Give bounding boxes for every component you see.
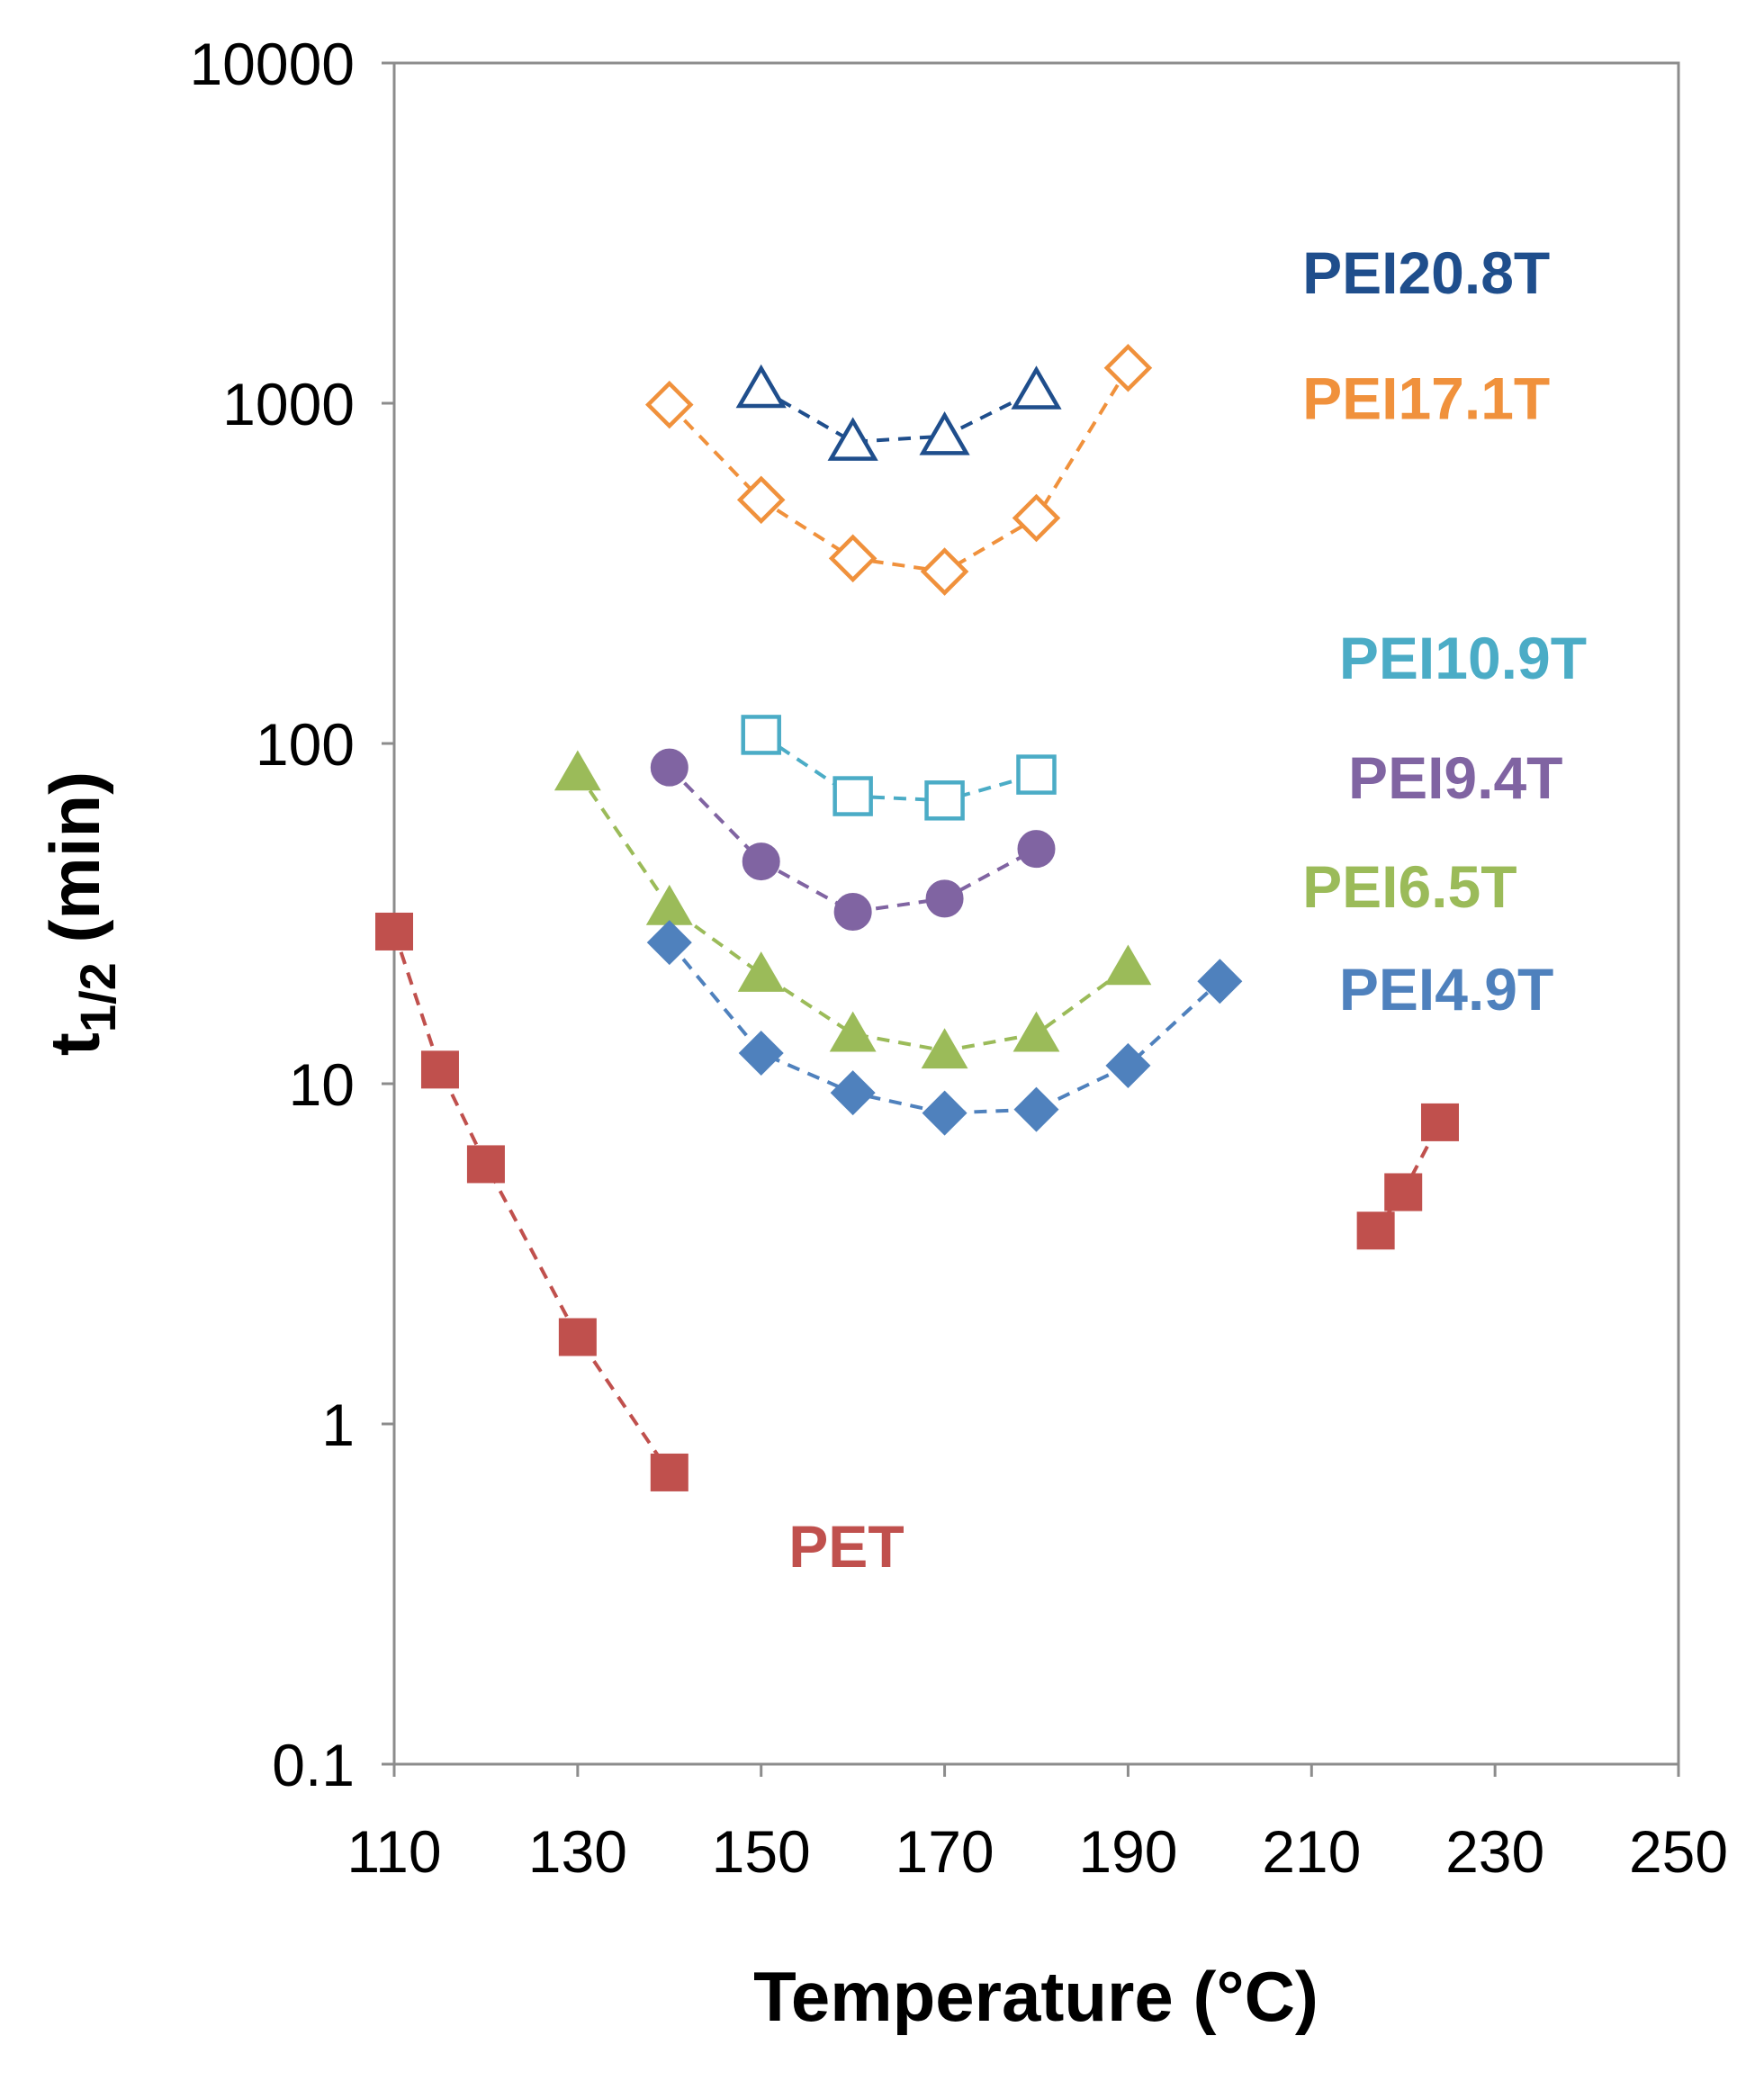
y-tick-label: 0.1 <box>272 1732 355 1798</box>
y-axis-title-subscript: 1/2 <box>69 962 126 1032</box>
data-point-pei4-9t <box>738 1031 784 1077</box>
data-point-pei17-1t <box>1012 493 1061 543</box>
data-point-pei9-4t <box>833 893 872 932</box>
data-point-pei20-8t <box>919 411 970 455</box>
y-tick-label: 1 <box>321 1392 355 1458</box>
series-line-pei20-8t <box>760 387 1038 444</box>
series-pei10-9t <box>741 715 1057 821</box>
data-point-pet <box>420 1050 459 1089</box>
data-point-pei17-1t <box>920 547 969 596</box>
data-point-pei6-5t <box>737 951 785 992</box>
data-point-pei9-4t <box>925 879 964 918</box>
data-point-pet <box>1356 1212 1395 1250</box>
x-tick-label: 250 <box>1629 1818 1728 1885</box>
data-point-pei10-9t <box>924 780 965 821</box>
data-point-pei17-1t <box>1103 343 1153 392</box>
y-axis-ticks: 0.1 1 10 100 1000 10000 <box>189 31 394 1798</box>
x-axis-title: Temperature (°C) <box>753 1957 1318 2036</box>
y-tick-label: 100 <box>256 711 355 778</box>
y-tick-label: 10000 <box>189 31 355 97</box>
data-point-pet <box>558 1318 597 1356</box>
data-point-pei6-5t <box>1012 1011 1060 1052</box>
series-layer <box>375 343 1459 1491</box>
series-pet <box>375 912 1459 1491</box>
x-tick-label: 150 <box>712 1818 811 1885</box>
data-point-pei6-5t <box>554 750 601 791</box>
series-line-pei9-4t <box>668 766 1038 914</box>
x-tick-label: 210 <box>1262 1818 1361 1885</box>
x-tick-label: 230 <box>1445 1818 1544 1885</box>
data-point-pei4-9t <box>1197 959 1243 1004</box>
series-pei20-8t <box>735 364 1062 461</box>
series-label-pei9-4t: PEI9.4T <box>1348 744 1562 811</box>
data-point-pei6-5t <box>1104 944 1152 986</box>
x-axis-ticks: 110 130 150 170 190 210 230 250 <box>346 1764 1728 1885</box>
series-line-pet <box>392 931 671 1474</box>
series-pei17-1t <box>645 343 1153 596</box>
series-label-pei20-8t: PEI20.8T <box>1302 239 1550 306</box>
series-pei6-5t <box>554 750 1152 1069</box>
series-label-pei4-9t: PEI4.9T <box>1339 956 1553 1022</box>
y-axis-title: t1/2 (min) <box>35 771 126 1056</box>
data-point-pei9-4t <box>742 842 780 881</box>
y-tick-label: 10 <box>289 1051 355 1118</box>
data-point-pei6-5t <box>829 1011 877 1052</box>
data-point-pei6-5t <box>921 1028 968 1069</box>
data-point-pei20-8t <box>827 417 878 461</box>
x-tick-label: 110 <box>346 1818 441 1885</box>
series-pei4-9t <box>646 920 1243 1136</box>
y-axis-title-suffix: (min) <box>35 771 114 962</box>
data-point-pei9-4t <box>1017 830 1056 869</box>
data-point-pet <box>650 1453 688 1491</box>
data-point-pei10-9t <box>832 776 873 816</box>
x-tick-label: 130 <box>528 1818 627 1885</box>
data-point-pei20-8t <box>735 364 787 409</box>
data-point-pet <box>1384 1173 1423 1212</box>
data-point-pei20-8t <box>1011 365 1062 410</box>
series-label-pei6-5t: PEI6.5T <box>1302 853 1516 920</box>
data-point-pei4-9t <box>1105 1042 1151 1088</box>
series-label-pet: PET <box>788 1513 904 1580</box>
series-line-pei10-9t <box>760 733 1038 803</box>
x-tick-label: 170 <box>896 1818 994 1885</box>
data-point-pei9-4t <box>650 748 688 787</box>
data-point-pei4-9t <box>1013 1086 1059 1132</box>
data-point-pei4-9t <box>830 1070 876 1116</box>
data-point-pei17-1t <box>736 475 786 525</box>
x-tick-label: 190 <box>1078 1818 1177 1885</box>
data-point-pei17-1t <box>828 534 878 583</box>
y-axis-title-main: t <box>35 1032 114 1056</box>
series-labels: PEI20.8T PEI17.1T PEI10.9T PEI9.4T PEI6.5T PE… <box>788 239 1587 1580</box>
data-point-pet <box>375 912 413 950</box>
data-point-pet <box>1420 1103 1459 1141</box>
data-point-pei6-5t <box>645 884 693 925</box>
series-label-pei17-1t: PEI17.1T <box>1302 365 1550 431</box>
data-point-pei4-9t <box>646 920 692 966</box>
data-point-pet <box>466 1145 505 1184</box>
data-point-pei4-9t <box>922 1090 968 1136</box>
series-line-pei17-1t <box>668 366 1130 574</box>
data-point-pei10-9t <box>741 715 781 755</box>
data-point-pei10-9t <box>1016 754 1057 795</box>
y-tick-label: 1000 <box>222 371 355 437</box>
series-pei9-4t <box>650 748 1056 932</box>
series-label-pei10-9t: PEI10.9T <box>1339 625 1587 691</box>
data-point-pei17-1t <box>645 380 694 429</box>
